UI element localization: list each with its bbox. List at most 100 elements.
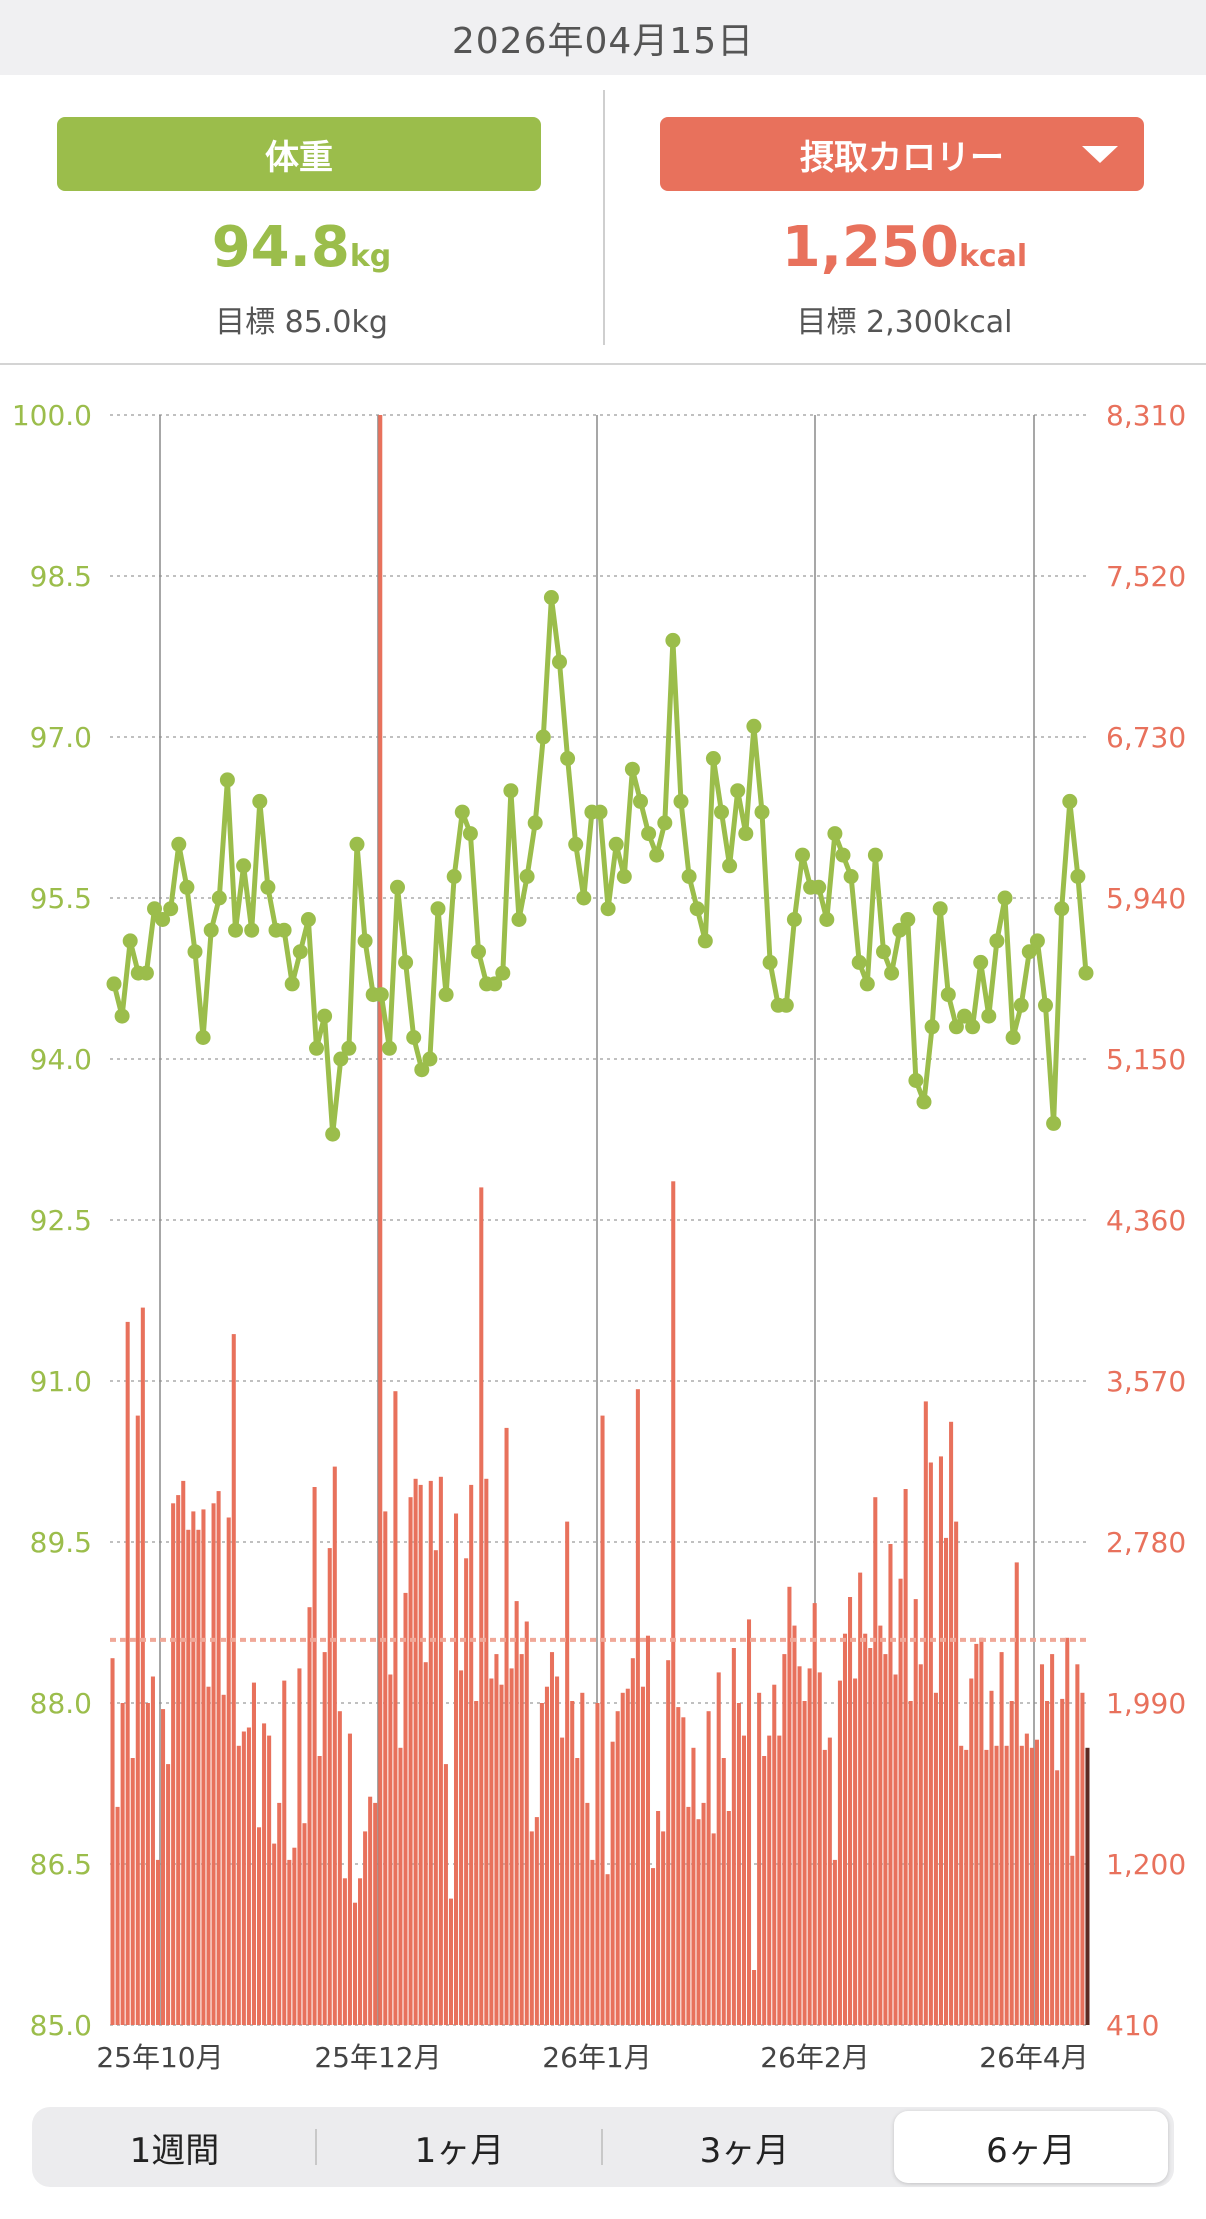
date-header[interactable]: 2026年04月15日 [0, 0, 1206, 75]
calorie-bar [1060, 1698, 1065, 2025]
weight-point [187, 944, 203, 960]
calorie-bar [630, 1658, 635, 2025]
calorie-bar [615, 1711, 620, 2025]
calorie-bar [448, 1898, 453, 2025]
weight-point [786, 912, 802, 927]
calorie-bar [322, 1652, 327, 2025]
weight-point [422, 1051, 438, 1067]
weight-point [211, 890, 227, 906]
calorie-bar [711, 1833, 716, 2025]
period-6month[interactable]: 6ヶ月 [894, 2111, 1168, 2183]
weight-point [543, 590, 559, 605]
calorie-bar [964, 1749, 969, 2025]
calorie-bar [408, 1497, 413, 2025]
calorie-dropdown-button[interactable]: 摂取カロリー [660, 117, 1144, 191]
weight-point [390, 879, 405, 895]
weight-point [381, 1040, 397, 1056]
weight-point [122, 933, 138, 949]
weight-point [689, 901, 705, 917]
x-axis-tick-label: 25年12月 [314, 2041, 441, 2074]
weight-point [681, 869, 697, 884]
calorie-bar [403, 1592, 408, 2025]
calorie-bar [681, 1717, 686, 2025]
weight-point [309, 1040, 324, 1056]
calorie-bar [196, 1529, 201, 2025]
weight-point [114, 1008, 130, 1024]
calorie-bar [1085, 1747, 1090, 2025]
calorie-bar [706, 1711, 711, 2025]
left-axis-tick-label: 88.0 [30, 1687, 92, 1720]
weight-point [1070, 869, 1086, 884]
weight-point [138, 965, 154, 981]
weight-point [811, 879, 827, 895]
calorie-bar [378, 415, 383, 2025]
weight-point [260, 879, 276, 895]
calorie-bar [691, 1747, 696, 2025]
weight-point [649, 847, 665, 863]
calorie-bar [701, 1802, 706, 2025]
weight-point [973, 954, 989, 970]
right-axis-tick-label: 4,360 [1106, 1204, 1186, 1237]
weight-point [730, 783, 746, 799]
weight-point [624, 761, 640, 777]
panel-divider [603, 90, 605, 345]
calorie-bar [736, 1703, 741, 2025]
calorie-bar [110, 1658, 115, 2025]
calorie-bar [989, 1690, 994, 2025]
weight-point [608, 836, 624, 852]
calorie-bar [1070, 1855, 1075, 2025]
weight-point [705, 751, 721, 766]
period-3month[interactable]: 3ヶ月 [699, 2130, 790, 2171]
weight-point [932, 901, 948, 917]
calorie-bar [454, 1513, 459, 2025]
calorie-bar [817, 1672, 822, 2025]
calorie-bar [696, 1819, 701, 2025]
weight-button[interactable]: 体重 [57, 117, 541, 191]
weight-point [171, 836, 187, 852]
calorie-bar [954, 1521, 959, 2025]
summary-panel: 体重 94.8kg 目標 85.0kg 摂取カロリー 1,250kcal 目標 … [0, 75, 1206, 365]
calorie-bar [327, 1548, 332, 2025]
calorie-bar [767, 1735, 772, 2025]
weight-point [892, 922, 908, 938]
weight-point [527, 815, 543, 831]
weight-point [333, 1051, 349, 1067]
calorie-bar [580, 1692, 585, 2025]
calorie-bar [772, 1684, 777, 2025]
calorie-bar [241, 1731, 246, 2025]
right-axis-tick-label: 5,150 [1106, 1043, 1186, 1076]
calorie-bar [570, 1701, 575, 2025]
calorie-bar [812, 1603, 817, 2025]
period-1month[interactable]: 1ヶ月 [414, 2130, 505, 2171]
right-axis-tick-label: 410 [1106, 2009, 1159, 2042]
weight-point [519, 869, 535, 884]
weight-calorie-chart: 100.0 8,310 98.5 7,520 97.0 6,730 95.5 5,940 94.… [12, 399, 1186, 2074]
chevron-down-icon [1082, 146, 1118, 163]
calorie-bar [383, 1511, 388, 2025]
calorie-bar [949, 1421, 954, 2025]
calorie-bar [307, 1607, 312, 2025]
weight-point [754, 804, 770, 820]
calorie-bar [1039, 1664, 1045, 2025]
weight-point [714, 804, 729, 820]
calorie-bar [236, 1745, 241, 2025]
calorie-bar [974, 1643, 979, 2025]
calorie-bar [176, 1495, 181, 2025]
calorie-target: 目標 2,300kcal [796, 305, 1013, 340]
segment-divider [315, 2129, 317, 2165]
calorie-bar [302, 1823, 307, 2025]
calorie-bar [292, 1847, 297, 2025]
calorie-bar [666, 1660, 671, 2025]
calorie-bar [620, 1692, 625, 2025]
calorie-bar [888, 1544, 893, 2025]
right-axis-tick-label: 8,310 [1106, 399, 1186, 432]
weight-point [252, 793, 268, 809]
calorie-bar [746, 1619, 752, 2025]
calorie-bar [130, 1758, 135, 2025]
calorie-bar [267, 1735, 272, 2025]
calorie-bar [155, 1859, 161, 2025]
weight-point [349, 836, 365, 852]
period-1week[interactable]: 1週間 [129, 2130, 220, 2171]
calorie-bar [858, 1572, 863, 2025]
calorie-bar [752, 1970, 757, 2025]
